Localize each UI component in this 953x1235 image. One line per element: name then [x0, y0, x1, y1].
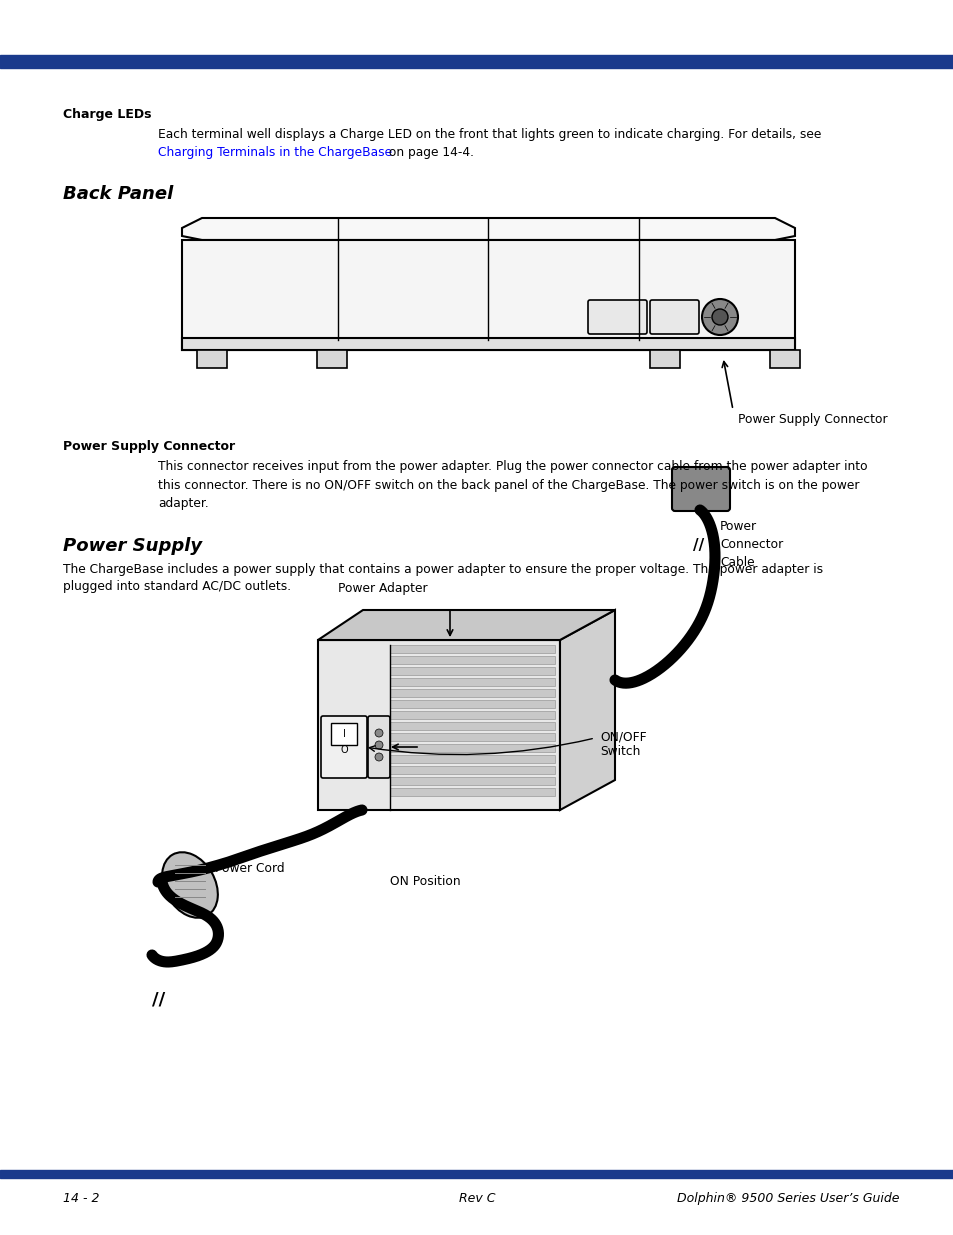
Bar: [390, 645, 555, 653]
Bar: [390, 777, 555, 785]
Text: Power Supply Connector: Power Supply Connector: [738, 412, 886, 426]
Text: plugged into standard AC/DC outlets.: plugged into standard AC/DC outlets.: [63, 580, 291, 593]
Text: 14 - 2: 14 - 2: [63, 1192, 99, 1205]
Text: Each terminal well displays a Charge LED on the front that lights green to indic: Each terminal well displays a Charge LED…: [158, 128, 821, 141]
Bar: [390, 667, 555, 676]
Circle shape: [375, 753, 382, 761]
Text: Rev C: Rev C: [458, 1192, 495, 1205]
Bar: [316, 350, 347, 368]
Bar: [390, 711, 555, 719]
Bar: [390, 678, 555, 685]
Bar: [390, 734, 555, 741]
Text: Power
Connector
Cable: Power Connector Cable: [720, 520, 782, 569]
Bar: [390, 743, 555, 752]
Bar: [182, 240, 794, 350]
Bar: [0, 1170, 953, 1178]
Circle shape: [701, 299, 738, 335]
Bar: [769, 350, 800, 368]
Text: This connector receives input from the power adapter. Plug the power connector c: This connector receives input from the p…: [158, 459, 866, 510]
FancyBboxPatch shape: [649, 300, 699, 333]
FancyBboxPatch shape: [368, 716, 390, 778]
Bar: [390, 788, 555, 797]
Text: Power Adapter: Power Adapter: [337, 582, 427, 595]
FancyBboxPatch shape: [320, 716, 367, 778]
Bar: [390, 689, 555, 697]
Polygon shape: [559, 610, 615, 810]
Bar: [390, 722, 555, 730]
Text: Power Cord: Power Cord: [214, 862, 284, 876]
Circle shape: [375, 729, 382, 737]
Circle shape: [711, 309, 727, 325]
FancyBboxPatch shape: [671, 467, 729, 511]
Bar: [390, 755, 555, 763]
Bar: [390, 700, 555, 708]
Bar: [649, 350, 679, 368]
Polygon shape: [317, 610, 615, 640]
Text: The ChargeBase includes a power supply that contains a power adapter to ensure t: The ChargeBase includes a power supply t…: [63, 563, 822, 576]
Bar: [196, 350, 227, 368]
Polygon shape: [182, 219, 794, 240]
Text: //: //: [152, 990, 165, 1008]
Text: Back Panel: Back Panel: [63, 185, 173, 203]
Text: Charging Terminals in the ChargeBase: Charging Terminals in the ChargeBase: [158, 146, 392, 159]
Bar: [182, 338, 794, 350]
Text: Power Supply: Power Supply: [63, 537, 202, 555]
Bar: [390, 656, 555, 664]
Bar: [390, 766, 555, 774]
Circle shape: [375, 741, 382, 748]
Text: on page 14-4.: on page 14-4.: [385, 146, 474, 159]
Text: Dolphin® 9500 Series User’s Guide: Dolphin® 9500 Series User’s Guide: [677, 1192, 899, 1205]
Text: //: //: [692, 538, 703, 553]
FancyBboxPatch shape: [587, 300, 646, 333]
Ellipse shape: [162, 852, 217, 918]
Bar: [331, 722, 356, 745]
Text: I: I: [342, 729, 345, 739]
Text: Charge LEDs: Charge LEDs: [63, 107, 152, 121]
Text: ON/OFF
Switch: ON/OFF Switch: [599, 730, 646, 758]
Text: O: O: [340, 745, 348, 755]
Text: Power Supply Connector: Power Supply Connector: [63, 440, 234, 453]
Text: ON Position: ON Position: [390, 876, 460, 888]
Polygon shape: [317, 640, 559, 810]
Bar: [0, 56, 953, 68]
